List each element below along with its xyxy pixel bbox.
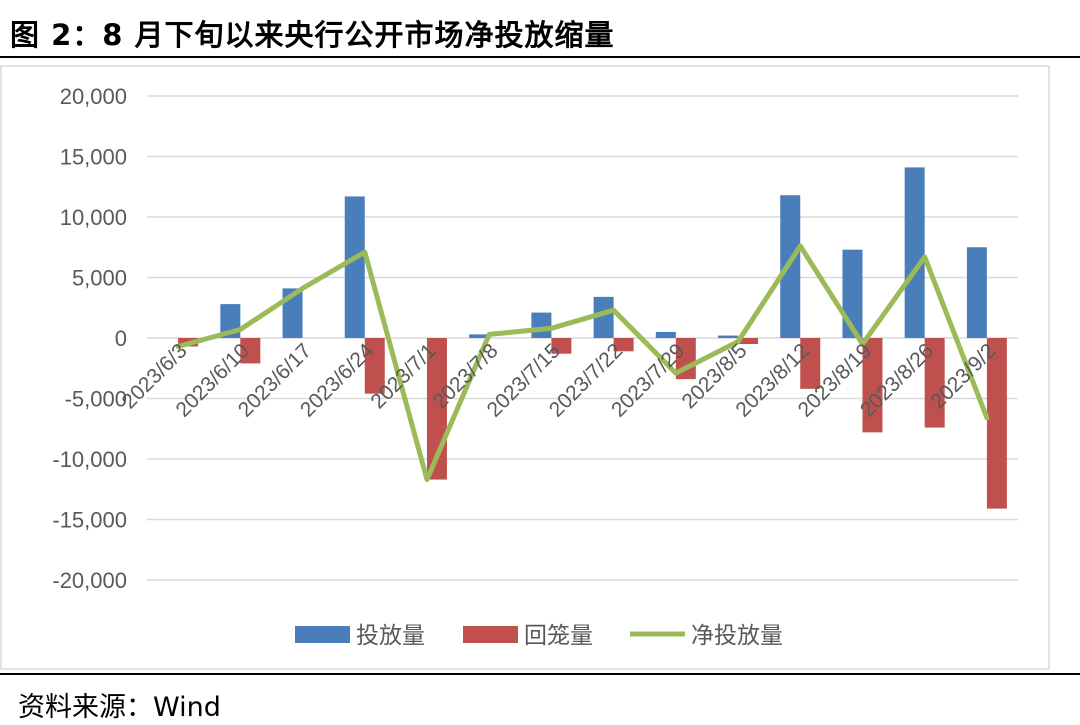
- bars: [178, 167, 1007, 509]
- legend: 投放量 回笼量 净投放量: [295, 623, 783, 649]
- bar-withdrawal: [551, 338, 572, 354]
- net-series-line: [175, 243, 990, 483]
- bar-withdrawal: [800, 338, 821, 389]
- y-tick-label: -5,000: [65, 387, 127, 412]
- bar-withdrawal: [986, 338, 1007, 509]
- bar-withdrawal: [862, 338, 883, 433]
- y-tick-label: 0: [115, 326, 127, 351]
- bar-investment: [344, 196, 365, 338]
- legend-swatch-withdrawal: [463, 626, 518, 643]
- bar-withdrawal: [613, 338, 634, 352]
- source-note: 资料来源：Wind: [18, 692, 221, 723]
- figure-title: 图 2：8 月下旬以来央行公开市场净投放缩量: [10, 18, 615, 52]
- y-tick-label: 20,000: [60, 84, 127, 109]
- legend-label-investment: 投放量: [356, 623, 425, 649]
- y-tick-label: -10,000: [52, 447, 127, 472]
- legend-label-net: 净投放量: [691, 623, 783, 649]
- legend-label-withdrawal: 回笼量: [524, 623, 593, 649]
- bar-withdrawal: [364, 338, 385, 394]
- chart-area: 20,000 15,000 10,000 5,000 0 -5,000 -10,000 -15…: [0, 65, 1050, 670]
- y-tick-label: 10,000: [60, 205, 127, 230]
- bar-withdrawal: [924, 338, 945, 428]
- y-tick-label: 15,000: [60, 145, 127, 170]
- bar-investment: [718, 335, 739, 338]
- bar-investment: [780, 195, 801, 338]
- bottom-rule: [0, 673, 1080, 675]
- y-tick-label: -15,000: [52, 508, 127, 533]
- bar-investment: [904, 167, 925, 338]
- bar-withdrawal: [738, 338, 759, 345]
- bar-investment: [531, 312, 552, 338]
- legend-swatch-investment: [295, 626, 350, 643]
- bar-investment: [966, 247, 987, 338]
- bar-investment: [655, 331, 676, 338]
- bar-investment: [593, 296, 614, 338]
- top-rule: [0, 56, 1080, 58]
- net-line: [175, 243, 990, 483]
- bar-withdrawal: [240, 338, 261, 364]
- bar-investment: [469, 334, 490, 338]
- y-tick-label: -20,000: [52, 568, 127, 593]
- y-tick-label: 5,000: [72, 266, 127, 291]
- y-axis-ticks: 20,000 15,000 10,000 5,000 0 -5,000 -10,000 -15…: [52, 84, 127, 593]
